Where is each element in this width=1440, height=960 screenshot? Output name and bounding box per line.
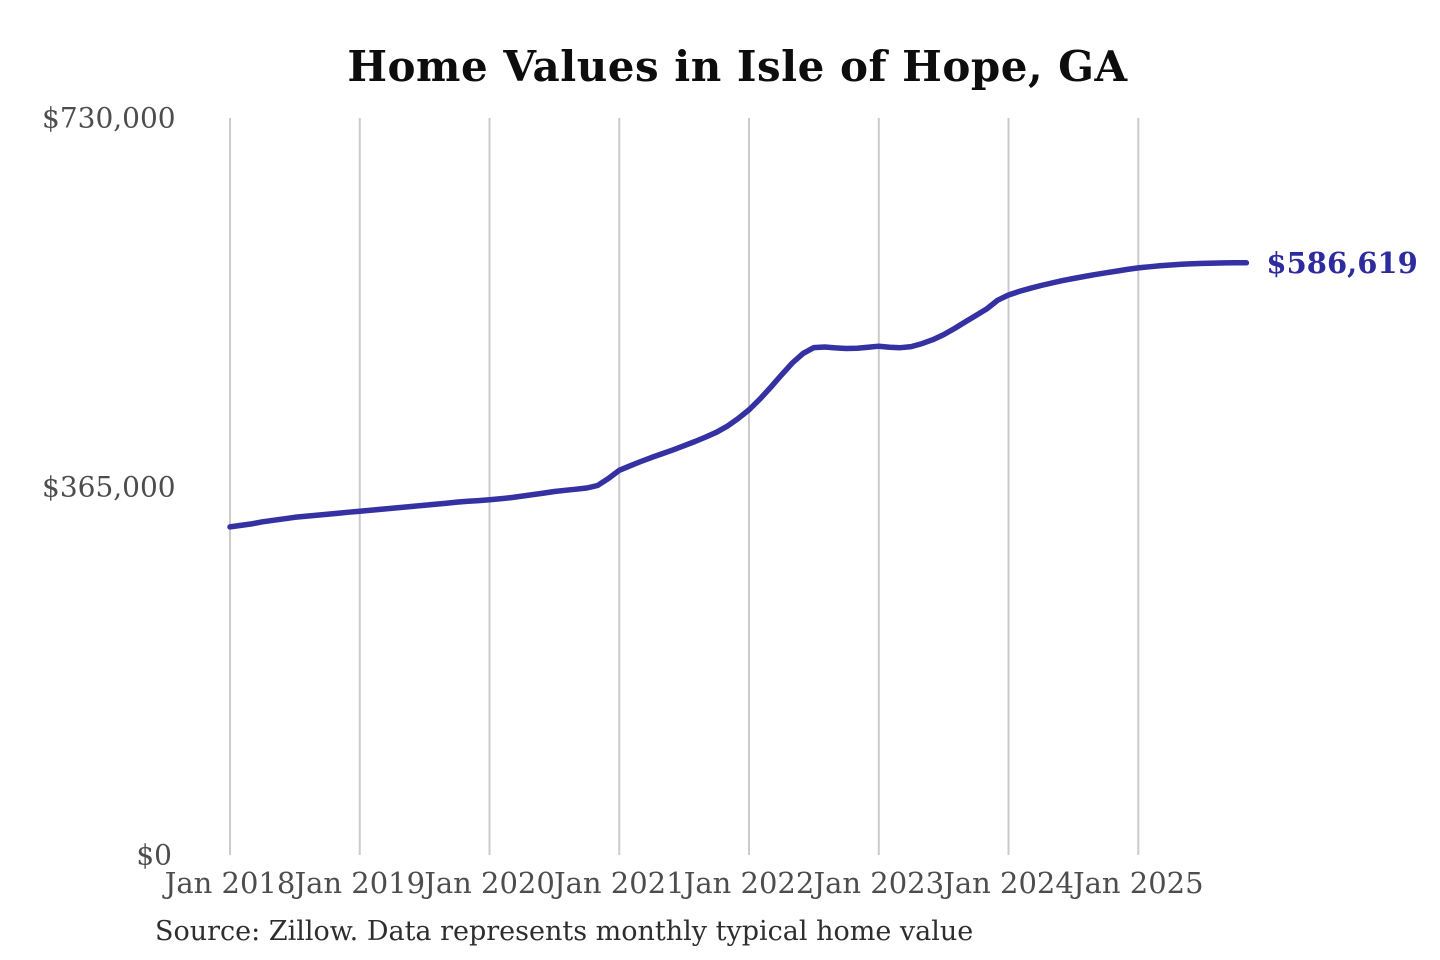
- y-axis-tick-label: $365,000: [42, 470, 176, 503]
- home-value-line: [227, 260, 1250, 530]
- source-note: Source: Zillow. Data represents monthly …: [155, 916, 974, 947]
- x-axis-tick-label: Jan 2023: [813, 866, 945, 900]
- x-axis-tick-label: Jan 2018: [164, 866, 296, 900]
- x-axis-tick-label: Jan 2024: [943, 866, 1074, 900]
- x-axis-tick-label: Jan 2019: [294, 866, 426, 900]
- chart-title: Home Values in Isle of Hope, GA: [347, 42, 1128, 91]
- x-axis-tick-label: Jan 2025: [1072, 866, 1204, 900]
- x-axis-tick-label: Jan 2022: [683, 866, 815, 900]
- x-axis-tick-label: Jan 2020: [424, 866, 555, 900]
- x-axis-tick-label: Jan 2021: [553, 866, 685, 900]
- y-axis-tick-label: $730,000: [42, 101, 176, 135]
- latest-value-label: $586,619: [1266, 245, 1418, 280]
- y-axis-tick-label: $0: [136, 838, 172, 872]
